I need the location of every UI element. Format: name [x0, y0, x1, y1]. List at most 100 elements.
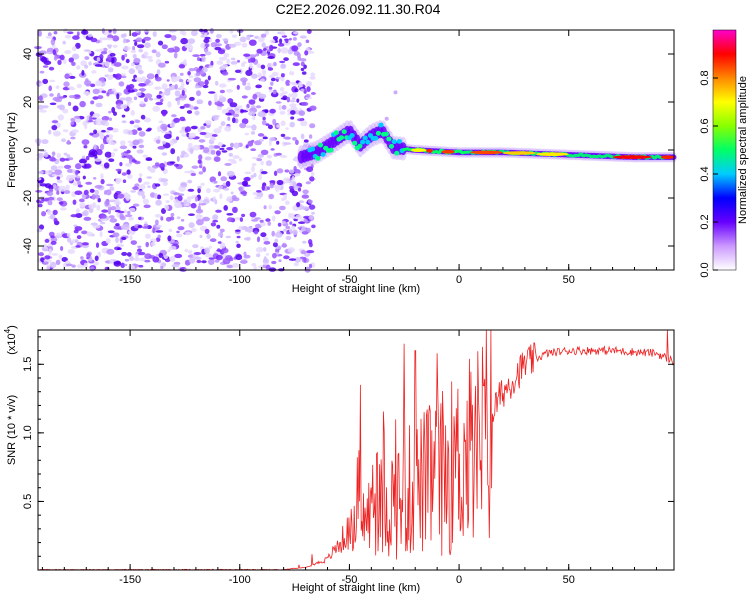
noise-cell	[268, 74, 275, 79]
noise-cell	[161, 44, 168, 50]
noise-cell	[262, 116, 266, 121]
noise-cell	[308, 239, 313, 245]
noise-cell	[245, 69, 253, 76]
noise-cell	[46, 191, 54, 197]
noise-cell	[152, 31, 157, 37]
noise-cell	[184, 43, 192, 49]
noise-cell	[234, 69, 242, 74]
colorbar-tick-label: 0.0	[699, 262, 711, 277]
noise-cell	[178, 79, 184, 83]
noise-cell	[278, 259, 282, 263]
noise-cell	[219, 242, 226, 249]
noise-cell	[79, 198, 85, 203]
noise-cell	[179, 129, 186, 134]
noise-cell	[111, 128, 119, 133]
noise-cell	[60, 207, 67, 211]
noise-cell	[106, 44, 113, 47]
noise-cell	[109, 186, 115, 191]
noise-cell	[167, 47, 176, 53]
noise-cell	[298, 110, 306, 116]
noise-cell	[71, 129, 79, 134]
noise-cell	[189, 148, 194, 154]
noise-cell	[235, 229, 241, 232]
noise-cell	[301, 206, 310, 211]
noise-cell	[120, 140, 126, 147]
noise-cell	[245, 107, 250, 111]
noise-cell	[272, 252, 277, 259]
noise-cell	[62, 58, 67, 65]
noise-cell	[110, 152, 116, 157]
noise-cell	[103, 162, 110, 169]
noise-cell	[239, 36, 247, 43]
noise-cell	[203, 38, 210, 44]
noise-cell	[43, 60, 52, 66]
noise-cell	[197, 128, 202, 133]
x-tick-label: -50	[341, 274, 357, 286]
noise-cell	[104, 200, 110, 207]
noise-cell	[143, 204, 151, 209]
noise-cell	[233, 142, 240, 149]
noise-cell	[221, 64, 228, 68]
noise-cell	[51, 125, 58, 131]
noise-cell	[209, 176, 216, 183]
noise-cell	[271, 230, 276, 237]
ridge-cell	[386, 136, 392, 142]
noise-cell	[100, 51, 108, 55]
noise-cell	[104, 190, 108, 195]
noise-cell	[169, 139, 175, 146]
noise-cell	[180, 218, 185, 222]
noise-cell	[268, 139, 272, 147]
noise-cell	[107, 230, 115, 234]
noise-cell	[141, 194, 146, 200]
noise-cell	[39, 70, 45, 74]
noise-cell	[152, 256, 160, 263]
noise-cell	[53, 31, 58, 35]
noise-cell	[109, 218, 118, 223]
noise-cell	[142, 154, 148, 158]
noise-cell	[180, 37, 189, 45]
noise-cell	[88, 207, 94, 214]
noise-cell	[65, 263, 73, 267]
noise-cell	[276, 168, 284, 174]
noise-cell	[155, 76, 162, 82]
noise-cell	[254, 196, 262, 200]
noise-cell	[50, 38, 56, 46]
noise-cell	[116, 247, 122, 250]
noise-cell	[138, 216, 142, 220]
noise-cell	[105, 137, 114, 144]
noise-cell	[139, 101, 145, 105]
noise-cell	[48, 129, 52, 135]
noise-cell	[263, 262, 269, 266]
noise-cell	[181, 150, 186, 155]
noise-cell	[291, 225, 296, 230]
noise-cell	[255, 84, 262, 89]
noise-cell	[262, 71, 266, 77]
ridge-cell	[349, 133, 355, 138]
noise-cell	[134, 29, 140, 33]
noise-cell	[134, 119, 141, 124]
noise-cell	[85, 181, 93, 185]
noise-cell	[46, 51, 54, 55]
noise-cell	[48, 248, 52, 255]
noise-cell	[276, 124, 281, 128]
noise-cell	[77, 184, 83, 188]
noise-cell	[121, 54, 125, 61]
noise-cell	[111, 57, 115, 64]
noise-cell	[103, 138, 107, 145]
noise-cell	[197, 159, 202, 164]
noise-cell	[250, 174, 254, 179]
noise-cell	[63, 81, 70, 87]
noise-cell	[37, 30, 43, 37]
noise-cell	[56, 190, 60, 195]
noise-cell	[94, 255, 99, 262]
noise-cell	[209, 238, 217, 243]
noise-cell	[256, 236, 261, 243]
noise-cell	[155, 237, 161, 242]
noise-cell	[190, 125, 198, 130]
spectrogram-y-ticks: -40 -20 0 20 40	[22, 48, 674, 254]
noise-cell	[184, 170, 192, 174]
noise-cell	[72, 168, 76, 174]
noise-cell	[84, 56, 90, 60]
noise-cell	[91, 150, 98, 157]
noise-cell	[297, 81, 303, 88]
